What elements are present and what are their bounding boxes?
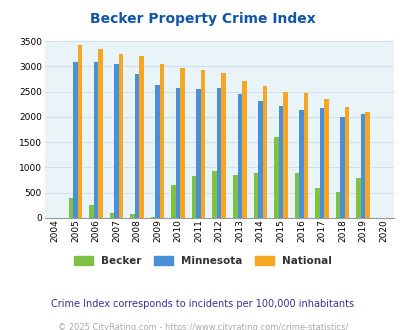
Bar: [237, 94, 241, 218]
Bar: [278, 106, 282, 218]
Text: © 2025 CityRating.com - https://www.cityrating.com/crime-statistics/: © 2025 CityRating.com - https://www.city…: [58, 323, 347, 330]
Bar: [273, 137, 278, 218]
Bar: [196, 89, 200, 218]
Bar: [241, 81, 246, 218]
Bar: [212, 171, 216, 218]
Bar: [200, 70, 205, 218]
Bar: [94, 62, 98, 218]
Bar: [160, 64, 164, 218]
Bar: [151, 217, 155, 218]
Bar: [303, 93, 307, 218]
Bar: [355, 178, 360, 218]
Bar: [155, 85, 160, 218]
Bar: [262, 86, 266, 218]
Bar: [134, 74, 139, 218]
Bar: [180, 69, 185, 218]
Bar: [98, 49, 102, 218]
Bar: [139, 56, 143, 218]
Bar: [360, 114, 364, 218]
Bar: [114, 64, 119, 218]
Bar: [232, 176, 237, 218]
Bar: [221, 73, 226, 218]
Bar: [77, 45, 82, 218]
Bar: [119, 54, 123, 218]
Bar: [130, 214, 134, 218]
Bar: [109, 213, 114, 218]
Bar: [314, 187, 319, 218]
Bar: [192, 177, 196, 218]
Bar: [258, 101, 262, 218]
Bar: [319, 108, 324, 218]
Bar: [364, 112, 369, 218]
Text: Becker Property Crime Index: Becker Property Crime Index: [90, 12, 315, 25]
Bar: [335, 192, 339, 218]
Bar: [344, 107, 348, 218]
Bar: [253, 173, 258, 218]
Bar: [324, 99, 328, 218]
Text: Crime Index corresponds to incidents per 100,000 inhabitants: Crime Index corresponds to incidents per…: [51, 299, 354, 309]
Bar: [339, 117, 344, 218]
Bar: [298, 110, 303, 218]
Bar: [282, 92, 287, 218]
Bar: [171, 185, 175, 218]
Bar: [294, 173, 298, 218]
Bar: [175, 88, 180, 218]
Legend: Becker, Minnesota, National: Becker, Minnesota, National: [70, 252, 335, 270]
Bar: [73, 62, 77, 218]
Bar: [216, 88, 221, 218]
Bar: [89, 205, 94, 218]
Bar: [68, 198, 73, 218]
